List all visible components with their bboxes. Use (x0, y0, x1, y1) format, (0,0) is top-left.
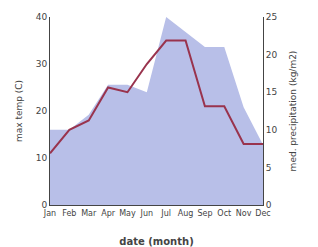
svg-text:20: 20 (266, 50, 278, 60)
svg-text:Jun: Jun (140, 209, 154, 218)
svg-text:May: May (119, 209, 136, 218)
svg-text:40: 40 (36, 12, 48, 22)
svg-text:Nov: Nov (236, 209, 252, 218)
svg-text:0: 0 (266, 200, 272, 210)
svg-text:25: 25 (266, 12, 277, 22)
svg-text:Oct: Oct (217, 209, 231, 218)
svg-text:Aug: Aug (178, 209, 194, 218)
svg-text:5: 5 (266, 163, 272, 173)
svg-text:30: 30 (36, 59, 48, 69)
svg-text:0: 0 (41, 200, 47, 210)
svg-text:Jan: Jan (43, 209, 56, 218)
svg-text:Feb: Feb (62, 209, 76, 218)
svg-text:Sep: Sep (197, 209, 212, 218)
svg-text:Apr: Apr (101, 209, 116, 218)
svg-text:date (month): date (month) (119, 236, 193, 247)
svg-text:20: 20 (36, 106, 48, 116)
svg-text:15: 15 (266, 87, 277, 97)
svg-text:med. precipitation (kg/m2): med. precipitation (kg/m2) (288, 51, 298, 172)
svg-text:Dec: Dec (255, 209, 270, 218)
svg-text:10: 10 (36, 153, 48, 163)
svg-text:Mar: Mar (81, 209, 97, 218)
svg-text:Jul: Jul (160, 209, 171, 218)
svg-text:10: 10 (266, 125, 278, 135)
svg-text:max temp (C): max temp (C) (14, 80, 24, 142)
